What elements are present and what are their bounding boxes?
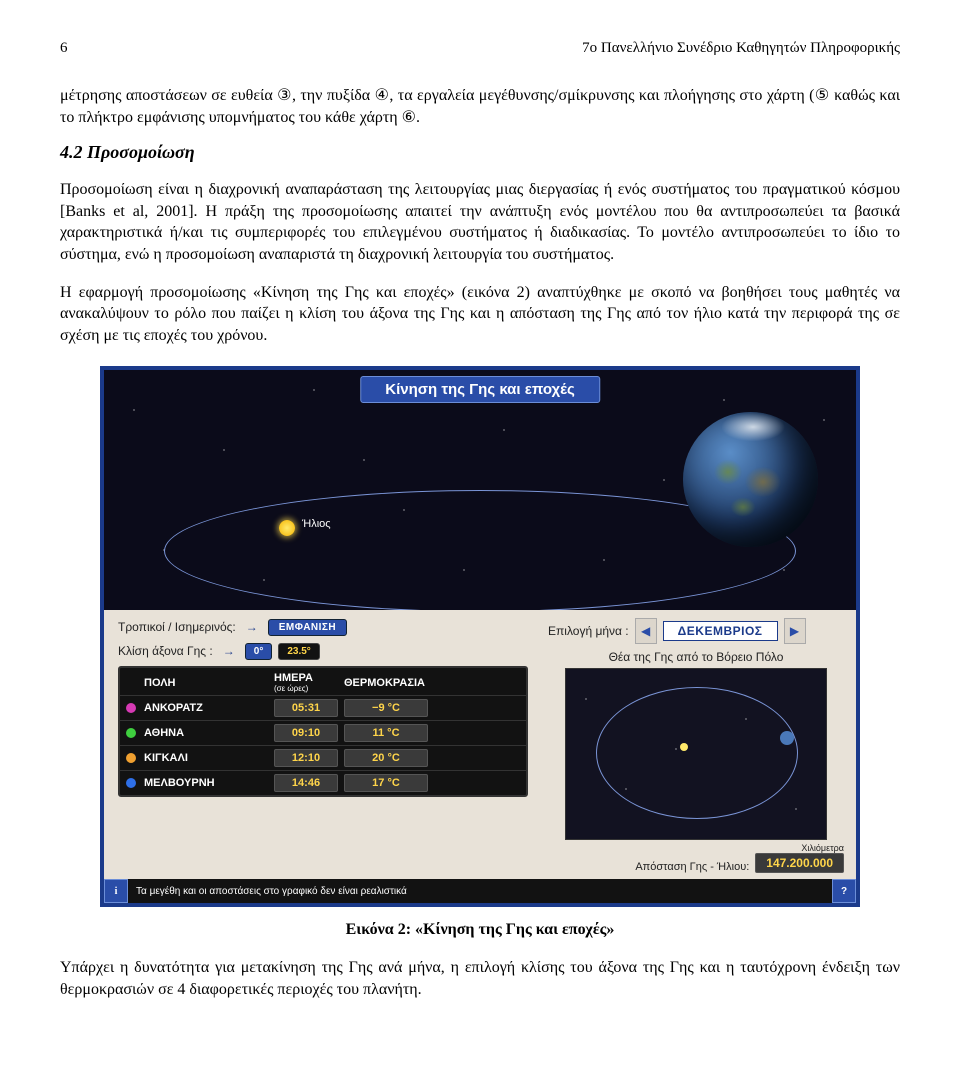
left-panel: Τροπικοί / Ισημερινός: → ΕΜΦΑΝΙΣΗ Κλίση …	[104, 610, 540, 879]
tropics-label: Τροπικοί / Ισημερινός:	[118, 620, 236, 634]
sim-footer: i Τα μεγέθη και οι αποστάσεις στο γραφικ…	[104, 879, 856, 903]
table-row: ΚΙΓΚΑΛΙ 12:10 20 °C	[120, 745, 526, 770]
tilt-row: Κλίση άξονα Γης : → 0° 23.5°	[118, 642, 528, 660]
right-panel: Επιλογή μήνα : ◀ ΔΕΚΕΜΒΡΙΟΣ ▶ Θέα της Γη…	[540, 610, 856, 879]
space-view: Κίνηση της Γης και εποχές Ήλιος	[104, 370, 856, 610]
temp-value: 11 °C	[344, 724, 428, 742]
table-row: ΑΝΚΟΡΑΤΖ 05:31 −9 °C	[120, 695, 526, 720]
show-button[interactable]: ΕΜΦΑΝΙΣΗ	[268, 619, 347, 636]
city-dot-icon	[126, 728, 136, 738]
city-name: ΜΕΛΒΟΥΡΝΗ	[144, 777, 274, 789]
paragraph-2: Προσομοίωση είναι η διαχρονική αναπαράστ…	[60, 179, 900, 265]
day-value: 12:10	[274, 749, 338, 767]
month-value: ΔΕΚΕΜΒΡΙΟΣ	[663, 621, 778, 641]
temp-value: 17 °C	[344, 774, 428, 792]
header-title: 7ο Πανελλήνιο Συνέδριο Καθηγητών Πληροφο…	[582, 40, 900, 57]
page-number: 6	[60, 40, 68, 57]
paragraph-1: μέτρησης αποστάσεων σε ευθεία ③, την πυξ…	[60, 85, 900, 128]
page-header: 6 7ο Πανελλήνιο Συνέδριο Καθηγητών Πληρο…	[60, 40, 900, 57]
tilt-value[interactable]: 23.5°	[278, 643, 319, 660]
distance-value: 147.200.000	[755, 853, 844, 873]
section-title: 4.2 Προσομοίωση	[60, 142, 900, 163]
footer-note: Τα μεγέθη και οι αποστάσεις στο γραφικό …	[136, 886, 407, 897]
city-dot-icon	[126, 703, 136, 713]
month-row: Επιλογή μήνα : ◀ ΔΕΚΕΜΒΡΙΟΣ ▶	[548, 618, 844, 644]
month-label: Επιλογή μήνα :	[548, 624, 629, 638]
earth-icon[interactable]	[683, 412, 818, 547]
temp-value: −9 °C	[344, 699, 428, 717]
day-value: 09:10	[274, 724, 338, 742]
distance-row: Απόσταση Γης - Ήλιου: Χιλιόμετρα 147.200…	[548, 844, 844, 873]
temp-value: 20 °C	[344, 749, 428, 767]
tilt-label: Κλίση άξονα Γης :	[118, 644, 213, 658]
orbit-ellipse	[596, 687, 798, 819]
next-month-button[interactable]: ▶	[784, 618, 806, 644]
help-button[interactable]: ?	[832, 879, 856, 903]
control-panel: Τροπικοί / Ισημερινός: → ΕΜΦΑΝΙΣΗ Κλίση …	[104, 610, 856, 879]
sim-title: Κίνηση της Γης και εποχές	[360, 376, 600, 403]
simulation-screenshot: Κίνηση της Γης και εποχές Ήλιος Τροπικοί…	[100, 366, 860, 907]
arrow-right-icon: →	[219, 642, 239, 660]
city-dot-icon	[126, 753, 136, 763]
paragraph-4: Υπάρχει η δυνατότητα για μετακίνηση της …	[60, 957, 900, 1000]
city-table: ΠΟΛΗ ΗΜΕΡΑ (σε ώρες) ΘΕΡΜΟΚΡΑΣΙΑ ΑΝΚΟΡΑΤ…	[118, 666, 528, 797]
table-row: ΑΘΗΝΑ 09:10 11 °C	[120, 720, 526, 745]
pole-view	[565, 668, 827, 840]
km-label: Χιλιόμετρα	[755, 844, 844, 853]
city-table-header: ΠΟΛΗ ΗΜΕΡΑ (σε ώρες) ΘΕΡΜΟΚΡΑΣΙΑ	[120, 668, 526, 695]
table-row: ΜΕΛΒΟΥΡΝΗ 14:46 17 °C	[120, 770, 526, 795]
city-name: ΚΙΓΚΑΛΙ	[144, 752, 274, 764]
pole-view-label: Θέα της Γης από το Βόρειο Πόλο	[548, 650, 844, 664]
col-day: ΗΜΕΡΑ (σε ώρες)	[274, 672, 344, 693]
day-value: 05:31	[274, 699, 338, 717]
city-name: ΑΝΚΟΡΑΤΖ	[144, 702, 274, 714]
city-name: ΑΘΗΝΑ	[144, 727, 274, 739]
tilt-zero-button[interactable]: 0°	[245, 643, 273, 660]
distance-label: Απόσταση Γης - Ήλιου:	[635, 861, 749, 873]
col-city: ΠΟΛΗ	[144, 677, 274, 689]
figure-caption: Εικόνα 2: «Κίνηση της Γης και εποχές»	[60, 921, 900, 939]
info-button[interactable]: i	[104, 879, 128, 903]
paragraph-3: Η εφαρμογή προσομοίωσης «Κίνηση της Γης …	[60, 282, 900, 347]
sun-label: Ήλιος	[302, 518, 331, 530]
arrow-right-icon: →	[242, 618, 262, 636]
day-value: 14:46	[274, 774, 338, 792]
col-temp: ΘΕΡΜΟΚΡΑΣΙΑ	[344, 677, 434, 689]
prev-month-button[interactable]: ◀	[635, 618, 657, 644]
tropics-row: Τροπικοί / Ισημερινός: → ΕΜΦΑΝΙΣΗ	[118, 618, 528, 636]
city-dot-icon	[126, 778, 136, 788]
